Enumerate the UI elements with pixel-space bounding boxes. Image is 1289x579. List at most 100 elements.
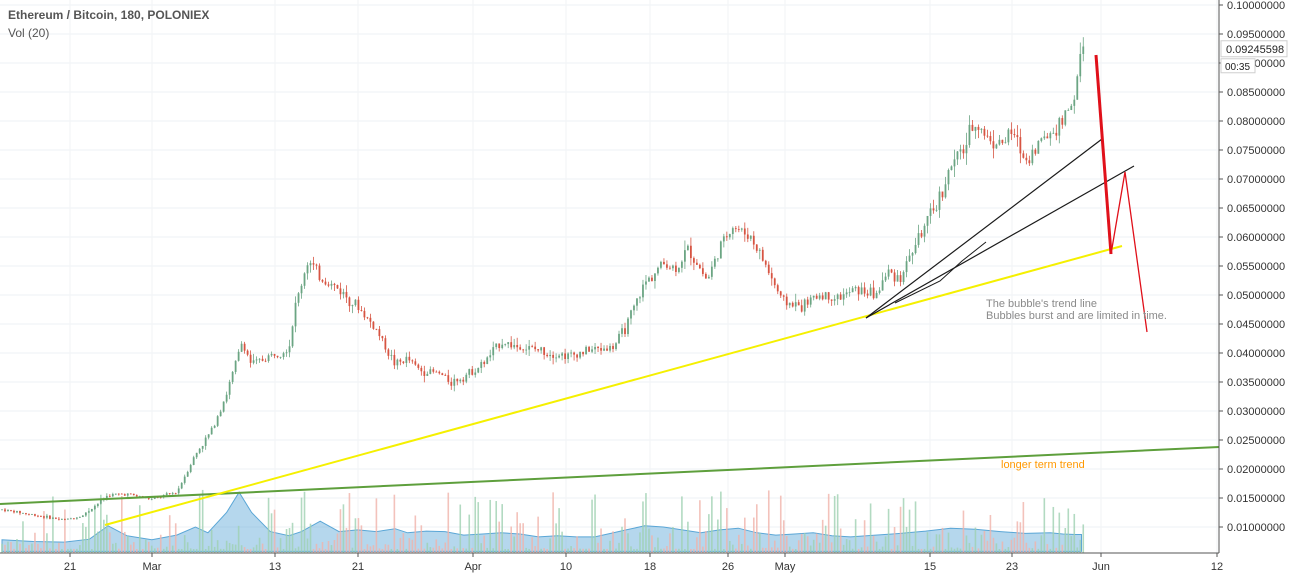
volume-bar (34, 532, 36, 553)
candle (504, 344, 507, 345)
candle (348, 297, 351, 307)
candle (1040, 138, 1043, 141)
candle (734, 228, 737, 230)
candle (663, 261, 665, 265)
candle (998, 139, 1001, 145)
candle (854, 287, 857, 289)
candle (917, 233, 920, 245)
volume-bar (498, 521, 501, 553)
candle (576, 354, 578, 358)
candle (992, 141, 995, 149)
candle (231, 371, 234, 382)
volume-bar (82, 523, 84, 553)
volume-bar (402, 533, 405, 553)
volume-bar (237, 525, 240, 553)
volume-bar (315, 543, 318, 553)
volume-bar (624, 518, 626, 553)
candle (597, 346, 599, 349)
candle (447, 375, 450, 382)
volume-bar (282, 548, 285, 553)
volume-bar (465, 548, 468, 553)
volume-bar (741, 543, 743, 553)
candle (213, 425, 216, 428)
candle (773, 278, 776, 286)
candle (740, 228, 743, 230)
candle (4, 509, 6, 512)
volume-bar (944, 548, 947, 553)
candle (483, 362, 486, 365)
candle (255, 359, 258, 361)
volume-bar (381, 548, 384, 553)
candle (582, 351, 584, 355)
candle (851, 288, 854, 293)
time-tick-label: Apr (464, 561, 481, 573)
volume-bar (675, 548, 677, 553)
volume-bar (938, 534, 941, 553)
volume-bar (522, 523, 524, 553)
candle (219, 411, 222, 417)
candle (549, 354, 552, 357)
volume-bar (851, 548, 854, 553)
candle (890, 269, 893, 273)
candle (962, 149, 965, 154)
volume-bar (726, 508, 728, 553)
volume-bar (738, 534, 740, 553)
candle (282, 353, 285, 357)
candle (120, 493, 123, 495)
volume-bar (225, 540, 228, 553)
volume-bar (294, 548, 297, 553)
candle (399, 359, 402, 362)
volume-bar (755, 504, 758, 553)
candle (737, 229, 740, 230)
volume-bar (288, 528, 291, 553)
candle (426, 373, 429, 376)
volume-bar (495, 501, 498, 553)
candle (471, 369, 474, 375)
candle (1049, 133, 1052, 139)
support-line-upper (865, 138, 1103, 319)
volume-bar (330, 545, 333, 553)
bubble-trendline (104, 245, 1123, 526)
volume-bar (483, 535, 486, 553)
price-tick-label: 0.01500000 (1227, 493, 1285, 505)
candle (177, 488, 180, 494)
volume-bar (213, 546, 216, 553)
volume-bar (303, 491, 306, 553)
candle (13, 510, 15, 513)
candle (713, 258, 716, 267)
candle (639, 297, 641, 299)
candle (869, 287, 872, 296)
volume-bar (273, 509, 276, 553)
volume-bar (468, 514, 471, 553)
volume-bar (516, 512, 518, 553)
candle (342, 291, 345, 295)
volume-bar (369, 546, 372, 553)
volume-bar (809, 545, 812, 553)
volume-bar (534, 546, 536, 553)
volume-bar (1070, 536, 1073, 553)
volume-bar (207, 545, 210, 553)
price-tick-label: 0.06500000 (1227, 203, 1285, 215)
candle (477, 367, 480, 373)
volume-bar (854, 519, 857, 553)
candle (986, 135, 989, 137)
volume-bar (627, 533, 629, 553)
candle (758, 249, 761, 251)
candle (872, 287, 875, 299)
price-tick-label: 0.07500000 (1227, 145, 1285, 157)
volume-bar (501, 504, 503, 553)
candle (833, 299, 836, 301)
candle (261, 358, 264, 361)
candle (579, 351, 581, 358)
candle (432, 369, 435, 372)
volume-bar (435, 539, 438, 553)
time-tick-label: Jun (1092, 561, 1110, 573)
volume-bar (860, 547, 863, 553)
candle (956, 151, 959, 160)
volume-bar (989, 514, 992, 553)
price-tick-label: 0.06000000 (1227, 232, 1285, 244)
volume-bar (657, 537, 659, 553)
candle (525, 349, 528, 351)
candle (728, 234, 731, 238)
